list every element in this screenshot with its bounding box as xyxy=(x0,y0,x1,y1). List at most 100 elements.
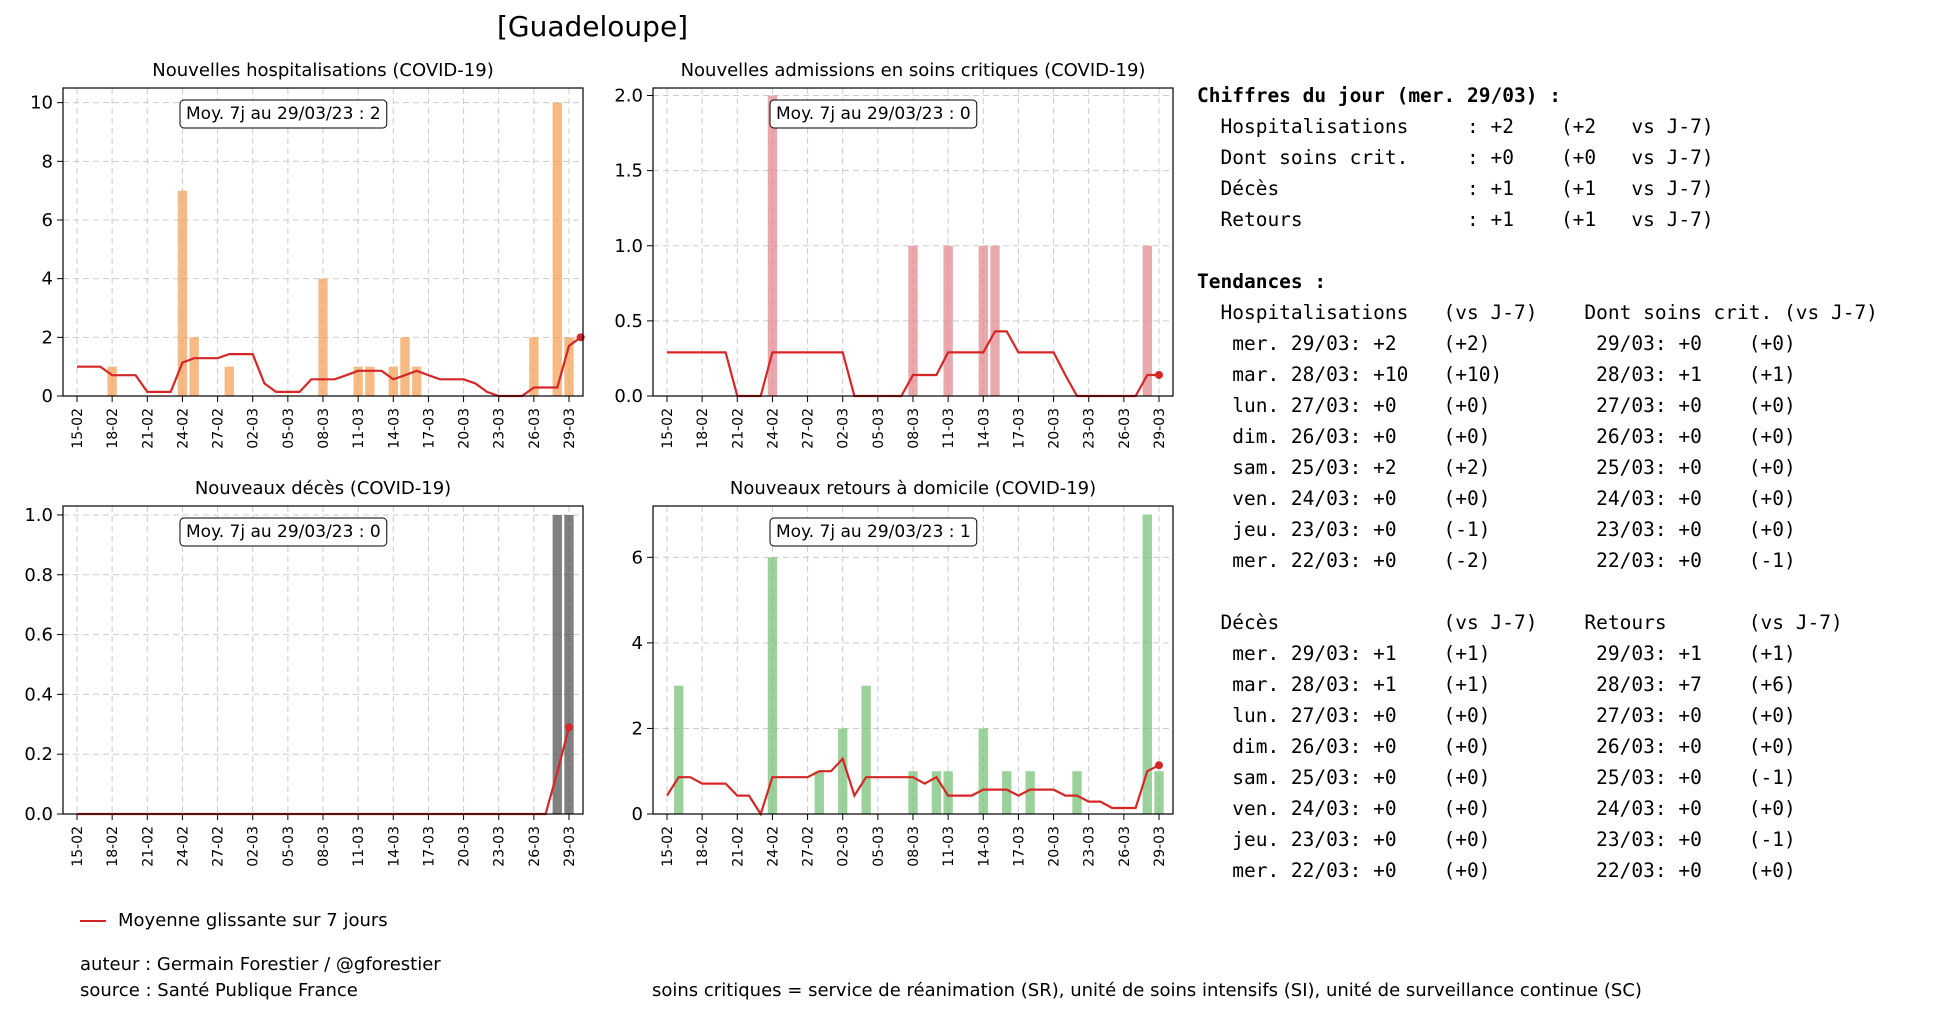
x-tick-label: 17-03 xyxy=(1011,408,1027,449)
x-tick-label: 14-03 xyxy=(386,826,402,867)
x-tick-label: 14-03 xyxy=(976,826,992,867)
chart-0-title: Nouvelles hospitalisations (COVID-19) xyxy=(152,60,493,81)
x-tick-label: 23-03 xyxy=(492,408,508,449)
legend-label: Moyenne glissante sur 7 jours xyxy=(118,910,388,931)
y-tick-label: 0.6 xyxy=(24,625,53,646)
chart-retours: Nouveaux retours à domicile (COVID-19)02… xyxy=(632,478,1174,867)
y-tick-label: 2 xyxy=(632,718,643,739)
x-tick-label: 20-03 xyxy=(457,826,473,867)
x-tick-label: 02-03 xyxy=(836,408,852,449)
page-title: [Guadeloupe] xyxy=(497,10,689,43)
y-tick-label: 0.5 xyxy=(614,311,643,332)
x-tick-label: 02-03 xyxy=(836,826,852,867)
bar xyxy=(177,190,188,396)
bar xyxy=(552,102,562,397)
source-credit: source : Santé Publique France xyxy=(80,980,358,1001)
stats-line: lun. 27/03: +0 (+0) 27/03: +0 (+0) xyxy=(1197,394,1796,417)
credits: auteur : Germain Forestier / @gforestier… xyxy=(80,952,441,1004)
bar xyxy=(767,557,778,814)
annotation-text: Moy. 7j au 29/03/23 : 1 xyxy=(776,522,971,542)
x-tick-label: 18-02 xyxy=(105,408,121,449)
stats-line: sam. 25/03: +2 (+2) 25/03: +0 (+0) xyxy=(1197,456,1796,479)
bar xyxy=(908,771,918,814)
x-tick-label: 05-03 xyxy=(281,826,297,867)
bar xyxy=(1002,771,1012,814)
bar xyxy=(1142,514,1152,814)
x-tick-label: 29-03 xyxy=(562,408,578,449)
bar xyxy=(931,771,942,814)
x-tick-label: 02-03 xyxy=(246,826,262,867)
x-tick-label: 24-02 xyxy=(175,408,191,449)
x-tick-label: 15-02 xyxy=(660,408,676,449)
bar xyxy=(564,337,574,396)
bar xyxy=(388,366,398,396)
x-tick-label: 11-03 xyxy=(941,408,957,449)
annotation-box xyxy=(769,517,978,547)
stats-line: Retours : +1 (+1 vs J-7) xyxy=(1197,208,1714,231)
chart-1-title: Nouvelles admissions en soins critiques … xyxy=(681,60,1146,81)
axes-frame xyxy=(652,87,1174,397)
bar xyxy=(908,245,918,396)
x-tick-label: 26-03 xyxy=(527,826,543,867)
x-tick-label: 26-03 xyxy=(527,408,543,449)
x-tick-label: 02-03 xyxy=(246,408,262,449)
y-tick-label: 0.4 xyxy=(24,684,53,705)
x-tick-label: 23-03 xyxy=(492,826,508,867)
x-tick-label: 26-03 xyxy=(1117,408,1133,449)
bar xyxy=(1154,771,1164,814)
stats-line: Hospitalisations : +2 (+2 vs J-7) xyxy=(1197,115,1714,138)
x-tick-label: 26-03 xyxy=(1117,826,1133,867)
stats-line: sam. 25/03: +0 (+0) 25/03: +0 (-1) xyxy=(1197,766,1796,789)
stats-panel: Chiffres du jour (mer. 29/03) : Hospital… xyxy=(1197,80,1878,886)
bar xyxy=(224,366,234,396)
x-tick-label: 27-02 xyxy=(801,408,817,449)
x-tick-label: 14-03 xyxy=(976,408,992,449)
x-tick-label: 24-02 xyxy=(765,826,781,867)
bar xyxy=(943,771,953,814)
y-tick-label: 1.0 xyxy=(614,236,643,257)
annotation-text: Moy. 7j au 29/03/23 : 0 xyxy=(186,522,381,542)
x-tick-label: 27-02 xyxy=(801,826,817,867)
footnote: soins critiques = service de réanimation… xyxy=(652,980,1642,1001)
x-tick-label: 17-03 xyxy=(421,826,437,867)
x-tick-label: 24-02 xyxy=(175,826,191,867)
x-tick-label: 21-02 xyxy=(730,408,746,449)
x-tick-label: 05-03 xyxy=(281,408,297,449)
bar xyxy=(189,337,199,396)
x-tick-label: 17-03 xyxy=(1011,826,1027,867)
stats-line: mer. 22/03: +0 (+0) 22/03: +0 (+0) xyxy=(1197,859,1796,882)
stats-line: Hospitalisations (vs J-7) Dont soins cri… xyxy=(1197,301,1878,324)
y-tick-label: 0.0 xyxy=(614,386,643,407)
x-tick-label: 18-02 xyxy=(105,826,121,867)
x-tick-label: 29-03 xyxy=(1152,826,1168,867)
y-tick-label: 0 xyxy=(632,804,643,825)
stats-line: Tendances : xyxy=(1197,270,1327,293)
moving-average-line xyxy=(666,756,1160,817)
x-tick-label: 23-03 xyxy=(1082,826,1098,867)
x-tick-label: 23-03 xyxy=(1082,408,1098,449)
x-tick-label: 11-03 xyxy=(941,826,957,867)
y-tick-label: 10 xyxy=(30,93,53,114)
y-tick-label: 6 xyxy=(42,210,53,231)
annotation-box xyxy=(769,99,978,129)
x-tick-label: 27-02 xyxy=(211,826,227,867)
bar xyxy=(353,366,363,396)
y-tick-label: 2.0 xyxy=(614,86,643,107)
stats-line: Décès : +1 (+1 vs J-7) xyxy=(1197,177,1714,200)
stats-line: ven. 24/03: +0 (+0) 24/03: +0 (+0) xyxy=(1197,487,1796,510)
x-tick-label: 15-02 xyxy=(70,826,86,867)
chart-soins-critiques: Nouvelles admissions en soins critiques … xyxy=(614,60,1174,449)
chart-2-title: Nouveaux décès (COVID-19) xyxy=(195,478,451,499)
stats-line: mer. 29/03: +1 (+1) 29/03: +1 (+1) xyxy=(1197,642,1796,665)
y-tick-label: 1.5 xyxy=(614,161,643,182)
bar xyxy=(767,95,778,396)
x-tick-label: 18-02 xyxy=(695,826,711,867)
bar xyxy=(1025,771,1035,814)
stats-line: Chiffres du jour (mer. 29/03) : xyxy=(1197,84,1561,107)
stats-line: mer. 22/03: +0 (-2) 22/03: +0 (-1) xyxy=(1197,549,1796,572)
bar xyxy=(365,366,375,396)
bar xyxy=(990,245,1000,396)
bar xyxy=(1072,771,1082,814)
annotation-box xyxy=(179,99,388,129)
axes-frame xyxy=(62,87,584,397)
